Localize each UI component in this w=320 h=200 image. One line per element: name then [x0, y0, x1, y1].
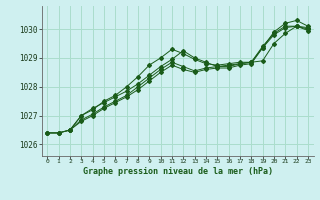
X-axis label: Graphe pression niveau de la mer (hPa): Graphe pression niveau de la mer (hPa) [83, 167, 273, 176]
